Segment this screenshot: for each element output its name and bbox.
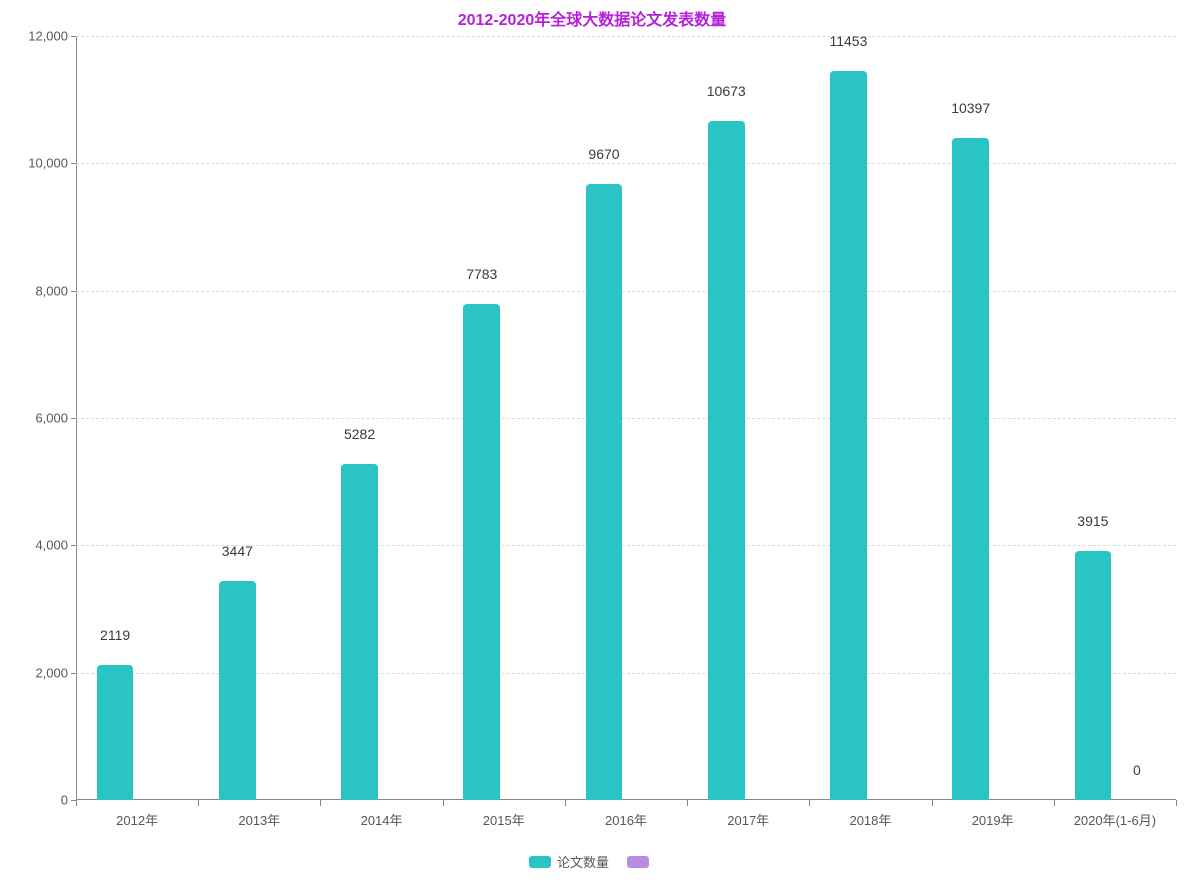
bar (708, 121, 745, 801)
x-tick-label: 2014年 (361, 800, 403, 829)
y-tick-label: 10,000 (28, 156, 76, 171)
x-split-line (198, 800, 199, 806)
grid-line (76, 36, 1176, 37)
y-tick-label: 4,000 (35, 538, 76, 553)
x-tick-label: 2018年 (849, 800, 891, 829)
x-split-line (76, 800, 77, 806)
legend-item[interactable] (627, 856, 655, 868)
bar-value-label: 10673 (707, 83, 746, 99)
legend-label: 论文数量 (557, 852, 609, 871)
bar-value-label: 3447 (222, 543, 253, 559)
x-tick-label: 2019年 (972, 800, 1014, 829)
x-split-line (1176, 800, 1177, 806)
legend: 论文数量 (0, 852, 1184, 871)
y-tick-label: 2,000 (35, 665, 76, 680)
x-split-line (932, 800, 933, 806)
y-tick-label: 0 (61, 793, 76, 808)
bar (952, 138, 989, 800)
bar (1075, 551, 1112, 800)
bar-value-label: 2119 (100, 627, 130, 643)
bar (97, 665, 134, 800)
bar-value-label: 10397 (951, 100, 990, 116)
x-tick-label: 2012年 (116, 800, 158, 829)
chart-title: 2012-2020年全球大数据论文发表数量 (0, 6, 1184, 30)
bar (219, 581, 256, 800)
x-split-line (809, 800, 810, 806)
x-split-line (320, 800, 321, 806)
x-split-line (687, 800, 688, 806)
y-tick-label: 6,000 (35, 411, 76, 426)
x-tick-label: 2015年 (483, 800, 525, 829)
bar-value-label: 0 (1133, 762, 1141, 778)
chart-root: 2012-2020年全球大数据论文发表数量 02,0004,0006,0008,… (0, 0, 1184, 883)
bar (341, 464, 378, 800)
legend-swatch (529, 856, 551, 868)
bar-value-label: 11453 (829, 33, 867, 49)
x-tick-label: 2020年(1-6月) (1074, 800, 1156, 829)
x-split-line (1054, 800, 1055, 806)
bar-value-label: 7783 (466, 266, 497, 282)
x-tick-label: 2017年 (727, 800, 769, 829)
bar-value-label: 3915 (1077, 513, 1108, 529)
bar-value-label: 9670 (588, 146, 619, 162)
grid-line (76, 163, 1176, 164)
y-tick-label: 8,000 (35, 283, 76, 298)
bar (830, 71, 867, 800)
x-tick-label: 2013年 (238, 800, 280, 829)
grid-line (76, 418, 1176, 419)
y-tick-label: 12,000 (28, 29, 76, 44)
plot-area: 02,0004,0006,0008,00010,00012,0002012年21… (76, 36, 1176, 800)
bar (586, 184, 623, 800)
x-split-line (443, 800, 444, 806)
x-tick-label: 2016年 (605, 800, 647, 829)
x-split-line (565, 800, 566, 806)
bar-value-label: 5282 (344, 426, 375, 442)
bar (463, 304, 500, 800)
legend-item[interactable]: 论文数量 (529, 852, 609, 871)
grid-line (76, 291, 1176, 292)
legend-swatch (627, 856, 649, 868)
